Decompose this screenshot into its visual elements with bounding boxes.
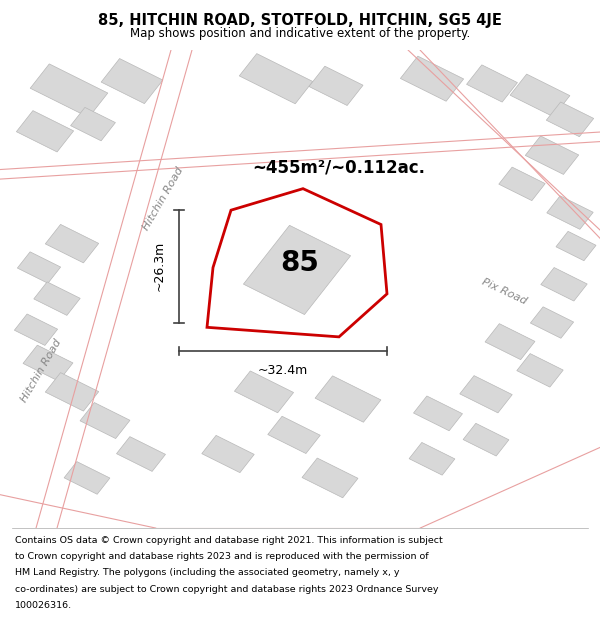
Bar (64, 462, 110, 494)
Text: 85: 85 (281, 249, 319, 277)
Text: Contains OS data © Crown copyright and database right 2021. This information is : Contains OS data © Crown copyright and d… (15, 536, 443, 545)
Bar (71, 107, 115, 141)
Text: HM Land Registry. The polygons (including the associated geometry, namely x, y: HM Land Registry. The polygons (includin… (15, 568, 400, 578)
Bar (116, 437, 166, 471)
Bar (34, 282, 80, 316)
Bar (547, 196, 593, 229)
Bar (23, 345, 73, 381)
Bar (244, 226, 350, 314)
Bar (530, 307, 574, 338)
Bar (485, 324, 535, 359)
Bar (101, 59, 163, 104)
Bar (499, 167, 545, 201)
Text: to Crown copyright and database rights 2023 and is reproduced with the permissio: to Crown copyright and database rights 2… (15, 552, 428, 561)
Bar (409, 442, 455, 475)
Bar (80, 402, 130, 439)
Bar (541, 268, 587, 301)
Bar (400, 56, 464, 101)
Text: ~26.3m: ~26.3m (152, 241, 166, 291)
Bar (268, 416, 320, 454)
Text: Hitchin Road: Hitchin Road (141, 165, 185, 231)
Bar (45, 372, 99, 411)
Bar (460, 376, 512, 413)
Bar (315, 376, 381, 423)
Bar (525, 136, 579, 174)
Bar (309, 66, 363, 106)
Text: Pix Road: Pix Road (480, 277, 528, 306)
Bar (463, 423, 509, 456)
Bar (239, 54, 313, 104)
Bar (510, 74, 570, 117)
Text: 100026316.: 100026316. (15, 601, 72, 610)
Bar (202, 436, 254, 472)
Bar (14, 314, 58, 346)
Text: 85, HITCHIN ROAD, STOTFOLD, HITCHIN, SG5 4JE: 85, HITCHIN ROAD, STOTFOLD, HITCHIN, SG5… (98, 12, 502, 28)
Bar (556, 231, 596, 261)
Bar (302, 458, 358, 498)
Text: co-ordinates) are subject to Crown copyright and database rights 2023 Ordnance S: co-ordinates) are subject to Crown copyr… (15, 585, 439, 594)
Text: Map shows position and indicative extent of the property.: Map shows position and indicative extent… (130, 27, 470, 40)
Bar (235, 371, 293, 413)
Bar (547, 102, 593, 137)
Bar (517, 354, 563, 387)
Text: Hitchin Road: Hitchin Road (19, 337, 63, 404)
Bar (16, 111, 74, 152)
Text: ~32.4m: ~32.4m (258, 364, 308, 377)
Bar (45, 224, 99, 263)
Bar (467, 65, 517, 102)
Bar (30, 64, 108, 118)
Bar (413, 396, 463, 431)
Text: ~455m²/~0.112ac.: ~455m²/~0.112ac. (253, 158, 425, 176)
Bar (17, 252, 61, 283)
